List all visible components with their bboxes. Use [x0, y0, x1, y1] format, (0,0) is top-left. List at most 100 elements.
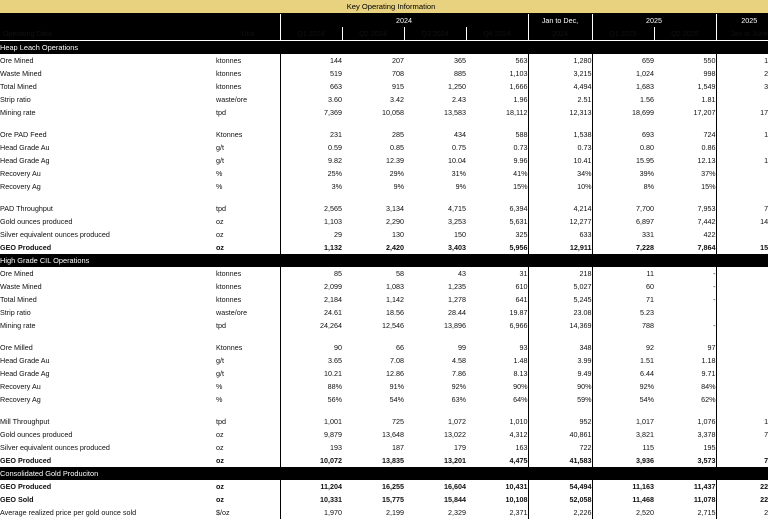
row-value: 0.80 [591, 141, 654, 154]
row-value [654, 306, 716, 319]
row-value: - [654, 267, 716, 280]
row-value: 207 [342, 54, 404, 67]
table-row: Waste Mined ktonnes 519 708 885 1,103 3,215 1,0… [0, 67, 768, 80]
row-value: 43 [404, 267, 466, 280]
table-row: Gold ounces produced oz 9,879 13,648 13,022 4… [0, 428, 768, 441]
row-value: 2,023 [715, 67, 768, 80]
row-value: 90% [527, 380, 592, 393]
row-value: 40,861 [527, 428, 592, 441]
header-col-7: Q2 2025 [653, 27, 716, 41]
row-value: 1,024 [591, 67, 654, 80]
row-value: 66 [342, 341, 404, 354]
row-value: 3,253 [404, 215, 466, 228]
row-value: 1,549 [654, 80, 716, 93]
spacer-cell [342, 406, 404, 415]
row-value: 3.65 [279, 354, 342, 367]
row-value: 195 [654, 441, 716, 454]
header-group-spacer-unit [216, 13, 280, 27]
spacer-row [0, 406, 768, 415]
header-group-2: Jan to Dec, [527, 13, 592, 27]
table-row: Recovery Ag%3%9%9%15%10%8%15%11% [0, 180, 768, 193]
row-unit: oz [216, 428, 280, 441]
row-value: 708 [342, 67, 404, 80]
row-value: 16,255 [342, 480, 404, 493]
row-label: Gold ounces produced [0, 428, 216, 441]
table-row: GEO Produced oz 11,204 16,255 16,604 10,431 54… [0, 480, 768, 493]
spacer-cell [654, 406, 716, 415]
row-value: 18,112 [466, 106, 528, 119]
table-row: Strip ratio waste/ore 24.61 18.56 28.44 19.87… [0, 306, 768, 319]
row-value: 12.13 [654, 154, 716, 167]
row-value: 10,431 [466, 480, 528, 493]
row-value: 14,339 [715, 215, 768, 228]
row-value: 2,184 [279, 293, 342, 306]
row-value: 54% [342, 393, 404, 406]
row-unit: Ktonnes [216, 341, 280, 354]
row-value: 519 [279, 67, 342, 80]
row-value: 693 [591, 128, 654, 141]
row-unit: tpd [216, 202, 280, 215]
row-label: Mining rate [0, 319, 216, 332]
row-value: 9.82 [279, 154, 342, 167]
row-value: 29% [342, 167, 404, 180]
row-label: Silver equivalent ounces produced [0, 441, 216, 454]
row-value: 64% [466, 393, 528, 406]
row-value: 9% [342, 180, 404, 193]
row-value: 3,134 [342, 202, 404, 215]
row-value: 0.85 [342, 141, 404, 154]
row-value: 4,312 [466, 428, 528, 441]
row-value: 2,290 [342, 215, 404, 228]
row-value: 218 [527, 267, 592, 280]
row-unit: ktonnes [216, 54, 280, 67]
row-value: 37% [654, 167, 716, 180]
row-value: 5.23 [715, 306, 768, 319]
row-value: 3.42 [342, 93, 404, 106]
spacer-cell [715, 119, 768, 128]
table-row: Total Mined ktonnes 663 915 1,250 1,666 4,494 1… [0, 80, 768, 93]
spacer-cell [404, 332, 466, 341]
header-unit: Unit [216, 27, 280, 41]
spacer-row [0, 119, 768, 128]
row-value: 2.51 [527, 93, 592, 106]
row-value: 7,228 [591, 241, 654, 254]
row-value: 10.21 [279, 367, 342, 380]
row-label: Ore Milled [0, 341, 216, 354]
row-unit: oz [216, 454, 280, 467]
row-value: 90 [279, 341, 342, 354]
header-col-6: Q1 2025 [591, 27, 654, 41]
row-value: 1,278 [404, 293, 466, 306]
spacer-cell [715, 193, 768, 202]
table-row: GEO Produced oz 1,132 2,420 3,403 5,956 12,911… [0, 241, 768, 254]
table-row: GEO Produced oz 10,072 13,835 13,201 4,475 41,… [0, 454, 768, 467]
row-value: 31 [466, 267, 528, 280]
spacer-cell [466, 332, 528, 341]
row-value: 19.87 [466, 306, 528, 319]
section-title: Heap Leach Operations [0, 40, 768, 54]
row-value: 2,520 [591, 506, 654, 519]
spacer-cell [404, 119, 466, 128]
row-value: 10.04 [404, 154, 466, 167]
spacer-cell [654, 193, 716, 202]
row-value: 13,835 [342, 454, 404, 467]
table-row: Recovery Ag%56%54%63%64%59%54%62%59% [0, 393, 768, 406]
row-value: 3,403 [404, 241, 466, 254]
row-value: 84% [654, 380, 716, 393]
row-value: 88% [715, 380, 768, 393]
row-value: 722 [527, 441, 592, 454]
spacer-row [0, 332, 768, 341]
row-value: 7,369 [279, 106, 342, 119]
spacer-label [0, 332, 216, 341]
row-value: 588 [466, 128, 528, 141]
spacer-unit [216, 332, 280, 341]
row-value: 724 [654, 128, 716, 141]
row-label: Head Grade Ag [0, 154, 216, 167]
spacer-cell [279, 193, 342, 202]
row-unit: ktonnes [216, 80, 280, 93]
row-unit: tpd [216, 415, 280, 428]
row-value: 9% [404, 180, 466, 193]
row-value: 1.81 [654, 93, 716, 106]
row-value: 85 [279, 267, 342, 280]
row-unit: oz [216, 228, 280, 241]
header-col-2: Q2 2024 [341, 27, 404, 41]
